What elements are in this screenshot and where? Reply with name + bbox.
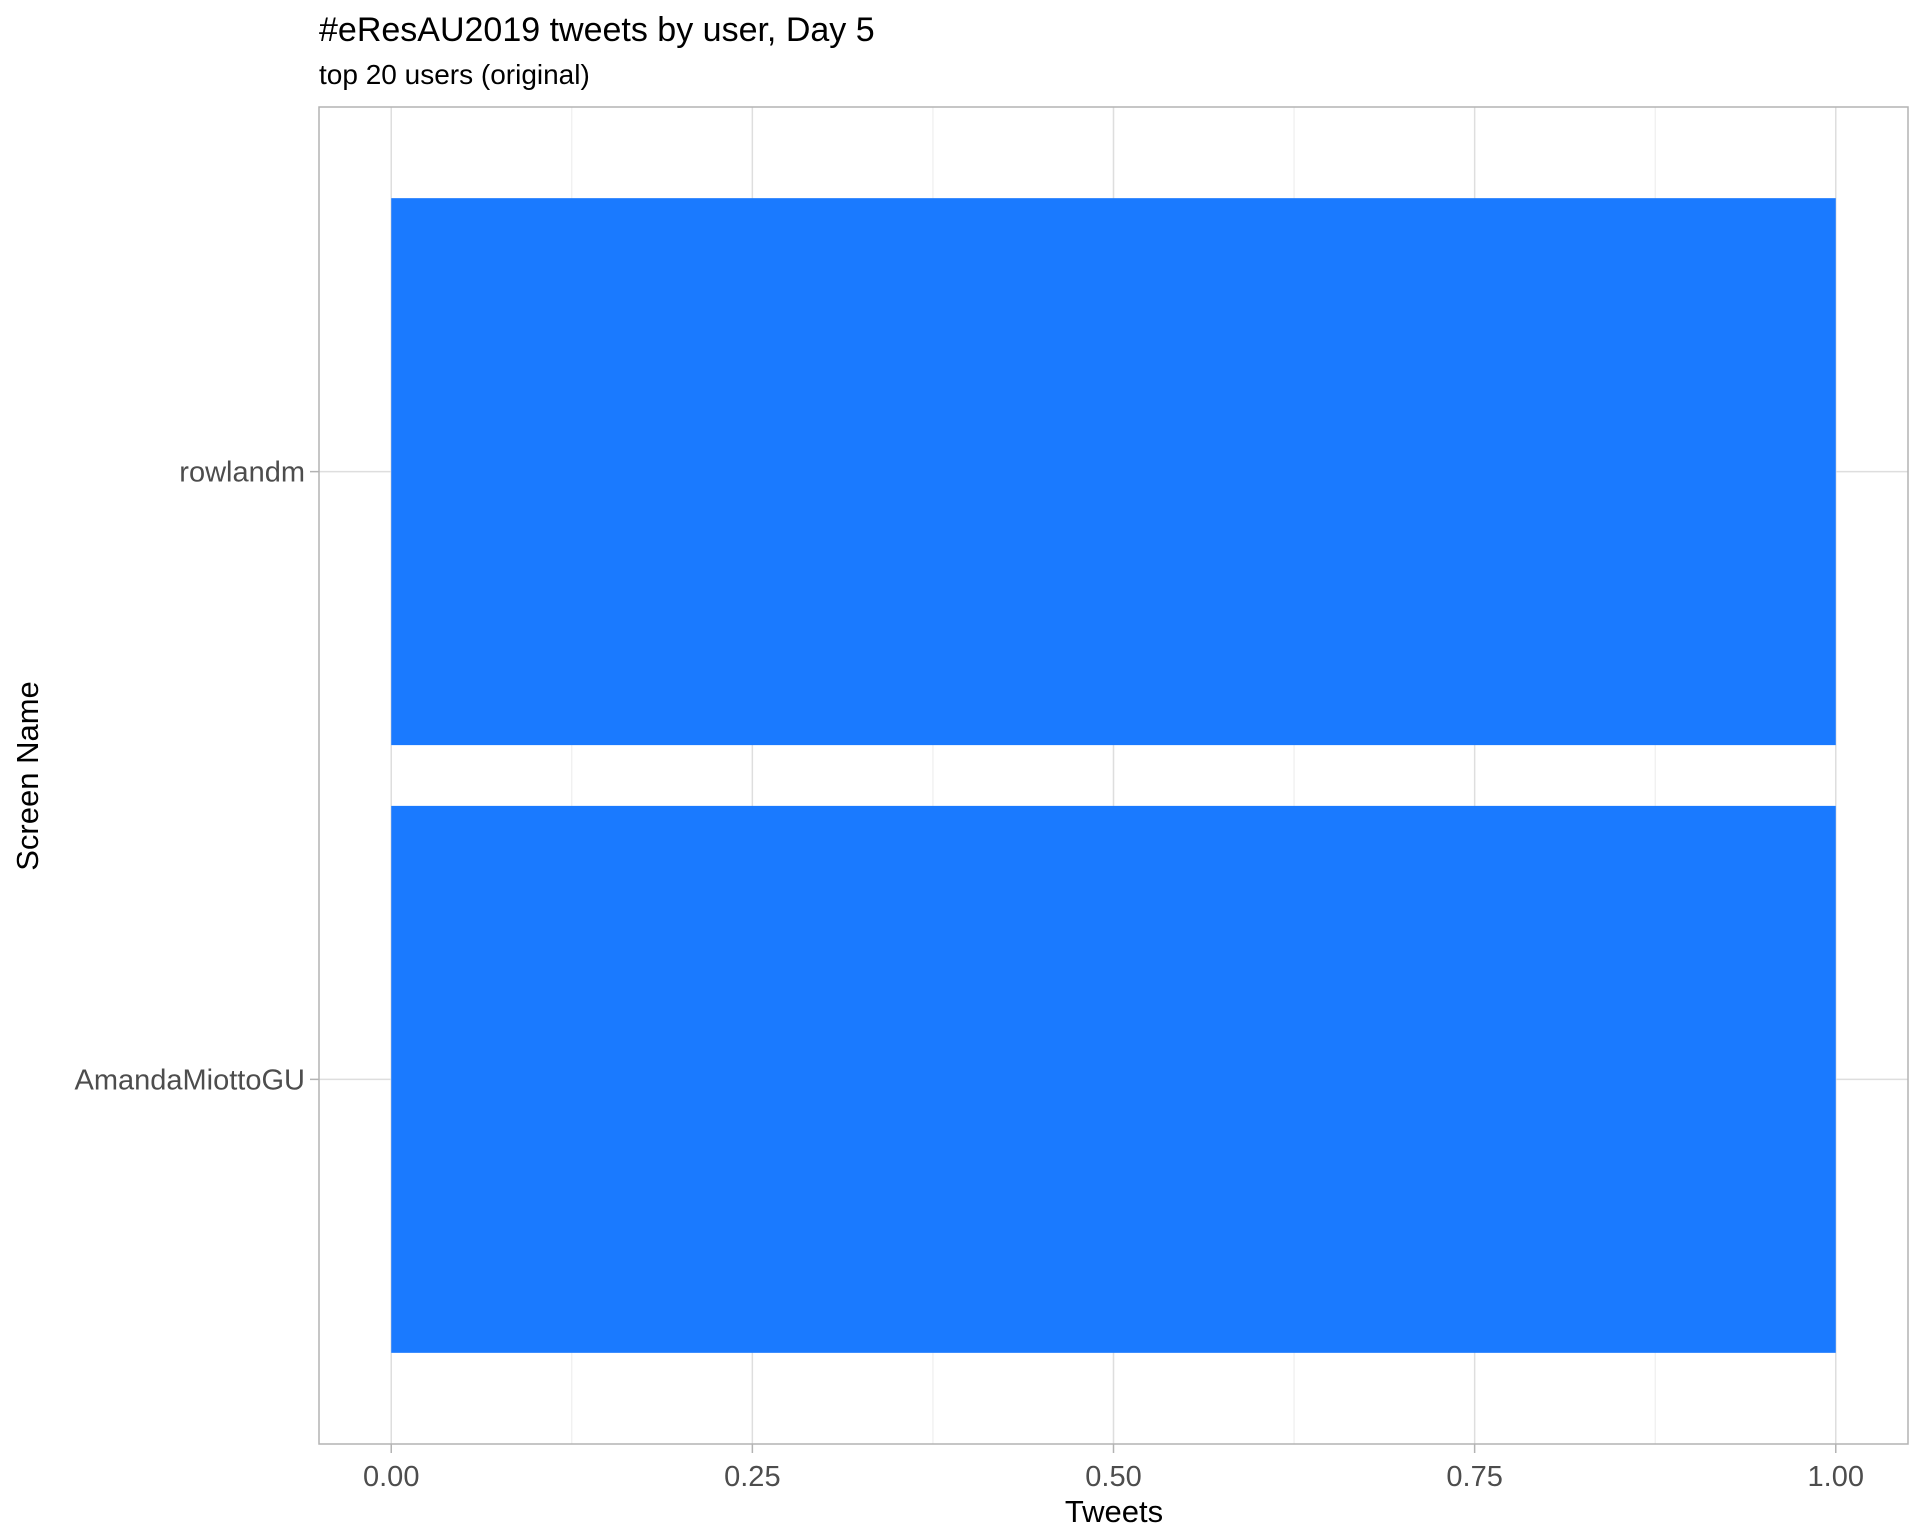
y-tick-label: rowlandm xyxy=(179,457,305,489)
y-tick-label: AmandaMiottoGU xyxy=(75,1064,306,1096)
x-tick-label: 1.00 xyxy=(1808,1461,1864,1493)
x-tick-label: 0.50 xyxy=(1085,1461,1141,1493)
chart-title: #eResAU2019 tweets by user, Day 5 xyxy=(319,11,875,49)
y-axis: rowlandm AmandaMiottoGU xyxy=(75,457,319,1096)
bar-AmandaMiottoGU xyxy=(391,805,1836,1353)
x-tick-label: 0.00 xyxy=(363,1461,419,1493)
chart-subtitle: top 20 users (original) xyxy=(319,59,590,90)
y-axis-title: Screen Name xyxy=(10,681,45,871)
x-tick-label: 0.25 xyxy=(724,1461,780,1493)
x-axis-title: Tweets xyxy=(1065,1494,1163,1529)
bars xyxy=(391,198,1836,1353)
x-tick-label: 0.75 xyxy=(1446,1461,1502,1493)
x-axis: 0.00 0.25 0.50 0.75 1.00 xyxy=(363,1444,1864,1493)
bar-rowlandm xyxy=(391,198,1836,746)
